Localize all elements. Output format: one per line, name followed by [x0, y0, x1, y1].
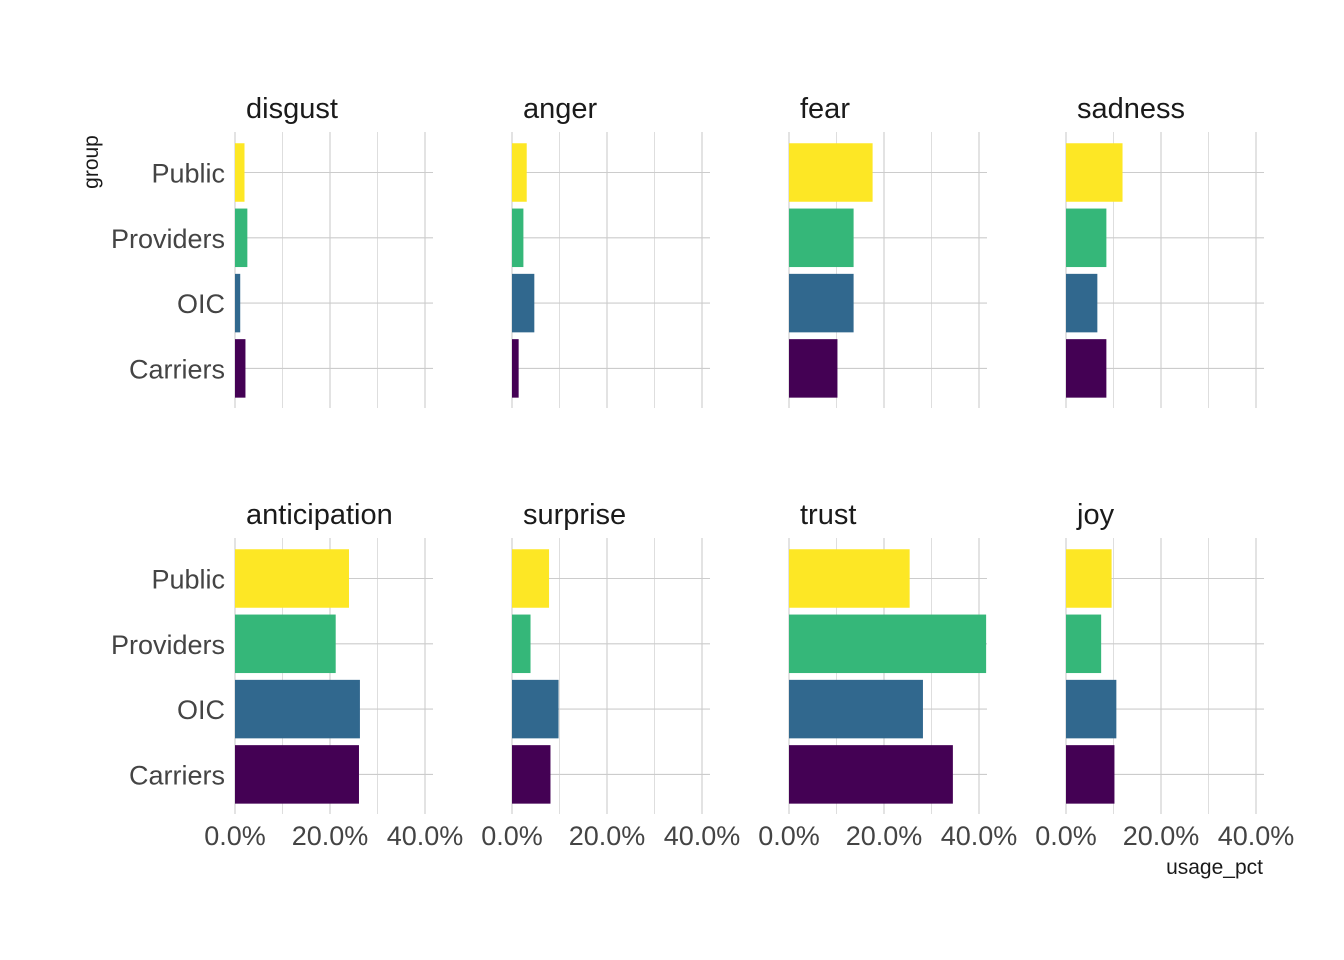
- bar-trust-carriers: [789, 745, 953, 804]
- x-tick-label: 0.0%: [481, 821, 543, 851]
- facet-disgust: disgust Public Providers OIC Carriers: [111, 93, 433, 408]
- bar-anticipation-oic: [235, 679, 360, 739]
- bar-disgust-oic: [235, 273, 241, 333]
- bar-joy-public: [1066, 549, 1112, 608]
- y-tick-label: Providers: [111, 224, 225, 254]
- bar-sadness-public: [1066, 143, 1123, 202]
- facet-title-disgust: disgust: [246, 93, 338, 125]
- x-tick-label: 0.0%: [758, 821, 820, 851]
- facet-surprise: surprise 0.0% 20.0% 40.0%: [481, 499, 740, 851]
- facet-title-sadness: sadness: [1077, 93, 1185, 125]
- bar-trust-oic: [789, 679, 923, 739]
- y-tick-label: Public: [151, 159, 225, 189]
- bar-surprise-public: [512, 549, 550, 608]
- facet-anger: anger: [511, 93, 710, 408]
- y-tick-label: Carriers: [129, 354, 225, 384]
- x-tick-label: 40.0%: [387, 821, 464, 851]
- bar-anger-oic: [512, 273, 535, 333]
- x-tick-label: 40.0%: [941, 821, 1018, 851]
- facet-trust: trust 0.0% 20.0% 40.0%: [758, 499, 1017, 851]
- bar-disgust-providers: [235, 208, 248, 268]
- bar-disgust-public: [235, 143, 245, 202]
- bar-surprise-carriers: [512, 745, 551, 804]
- bar-sadness-carriers: [1066, 339, 1107, 398]
- facet-title-anticipation: anticipation: [246, 499, 393, 531]
- x-tick-label: 20.0%: [846, 821, 923, 851]
- bar-fear-carriers: [789, 339, 838, 398]
- bar-disgust-carriers: [235, 339, 246, 398]
- bar-anger-public: [512, 143, 527, 202]
- y-tick-label: Providers: [111, 630, 225, 660]
- bar-anger-carriers: [512, 339, 519, 398]
- x-tick-label: 20.0%: [569, 821, 646, 851]
- bar-trust-public: [789, 549, 910, 608]
- bar-fear-providers: [789, 208, 854, 268]
- bar-joy-providers: [1066, 614, 1102, 674]
- x-tick-label: 0.0%: [1035, 821, 1097, 851]
- facet-title-trust: trust: [800, 499, 856, 531]
- bar-fear-public: [789, 143, 873, 202]
- x-tick-label: 40.0%: [664, 821, 741, 851]
- x-tick-label: 20.0%: [1123, 821, 1200, 851]
- facet-fear: fear: [788, 93, 987, 408]
- bar-sadness-oic: [1066, 273, 1098, 333]
- x-axis-title: usage_pct: [1166, 856, 1263, 879]
- x-tick-label: 20.0%: [292, 821, 369, 851]
- bar-anticipation-carriers: [235, 745, 359, 804]
- bar-surprise-oic: [512, 679, 559, 739]
- bar-sadness-providers: [1066, 208, 1107, 268]
- facet-sadness: sadness: [1065, 93, 1264, 408]
- facet-title-fear: fear: [800, 93, 850, 125]
- y-tick-label: OIC: [177, 695, 225, 725]
- bar-joy-oic: [1066, 679, 1117, 739]
- y-tick-label: OIC: [177, 289, 225, 319]
- bar-surprise-providers: [512, 614, 531, 674]
- x-tick-label: 40.0%: [1218, 821, 1295, 851]
- bar-joy-carriers: [1066, 745, 1115, 804]
- x-tick-label: 0.0%: [204, 821, 266, 851]
- facet-joy: joy 0.0% 20.0% 40.0%: [1035, 499, 1294, 851]
- bar-anger-providers: [512, 208, 524, 268]
- bar-anticipation-providers: [235, 614, 336, 674]
- facet-title-joy: joy: [1076, 499, 1115, 531]
- y-tick-label: Carriers: [129, 760, 225, 790]
- facet-title-surprise: surprise: [523, 499, 626, 531]
- facet-anticipation: anticipation Public Providers OIC Carriers 0.…: [111, 499, 463, 851]
- y-tick-label: Public: [151, 565, 225, 595]
- bar-anticipation-public: [235, 549, 349, 608]
- bar-fear-oic: [789, 273, 854, 333]
- bar-trust-providers: [789, 614, 987, 674]
- y-axis-title: group: [80, 135, 103, 189]
- facet-title-anger: anger: [523, 93, 598, 125]
